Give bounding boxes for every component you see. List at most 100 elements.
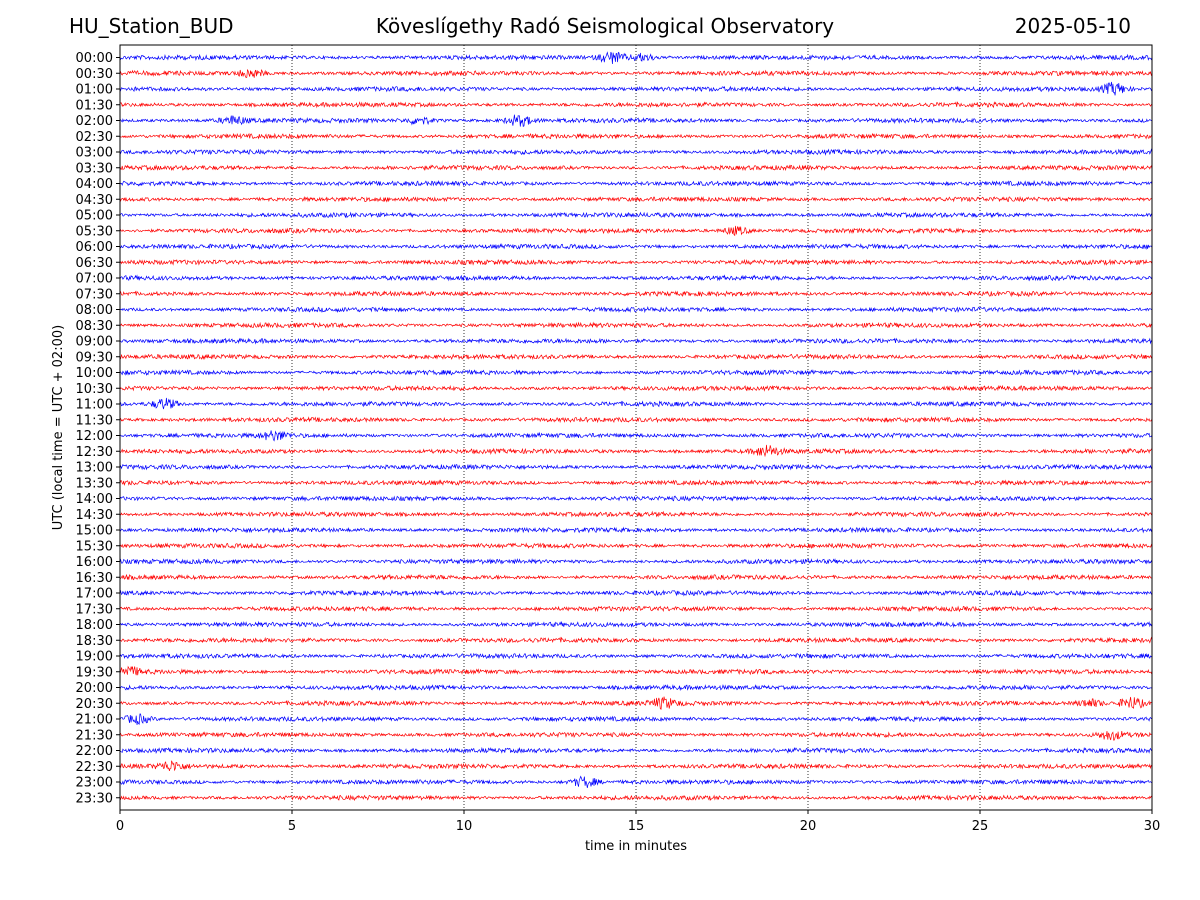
y-tick-label: 17:00: [76, 587, 113, 602]
trace-0400: [119, 179, 1153, 187]
x-tick-label: 30: [1144, 819, 1161, 834]
y-tick-label: 03:00: [76, 146, 113, 161]
trace-0800: [119, 305, 1153, 314]
y-tick-label: 11:00: [76, 398, 113, 413]
trace-2100: [119, 713, 1152, 725]
trace-1830: [119, 636, 1153, 644]
y-tick-label: 06:30: [76, 256, 113, 271]
trace-1200: [119, 430, 1153, 442]
trace-1930: [119, 665, 1153, 676]
y-tick-label: 16:00: [76, 555, 113, 570]
trace-0930: [119, 353, 1153, 361]
y-tick-label: 21:30: [76, 728, 113, 743]
trace-0000: [119, 51, 1153, 65]
y-tick-label: 04:00: [76, 177, 113, 192]
y-tick-label: 14:30: [76, 508, 113, 523]
y-tick-label: 00:30: [76, 67, 113, 82]
trace-0100: [119, 81, 1153, 96]
y-axis-label: UTC (local time = UTC + 02:00): [51, 325, 66, 530]
trace-0600: [119, 243, 1153, 250]
x-tick-label: 20: [800, 819, 817, 834]
x-ticks: 0 5 10 15 20 25 30: [116, 810, 1160, 834]
trace-0530: [119, 225, 1153, 237]
y-tick-label: 18:30: [76, 634, 113, 649]
trace-1330: [119, 479, 1152, 486]
y-tick-label: 17:30: [76, 602, 113, 617]
trace-1030: [119, 384, 1153, 392]
trace-0500: [119, 211, 1153, 219]
trace-1530: [119, 542, 1153, 550]
y-tick-label: 02:00: [76, 114, 113, 129]
y-tick-label: 09:30: [76, 350, 113, 365]
y-tick-label: 15:00: [76, 524, 113, 539]
y-tick-label: 13:00: [76, 461, 113, 476]
trace-0830: [119, 321, 1153, 329]
y-tick-label: 03:30: [76, 161, 113, 176]
trace-2300: [119, 775, 1153, 788]
trace-1630: [119, 573, 1153, 581]
trace-1730: [119, 605, 1153, 613]
trace-1600: [119, 558, 1153, 565]
trace-2230: [119, 760, 1153, 772]
y-tick-label: 23:30: [76, 791, 113, 806]
y-tick-label: 20:00: [76, 681, 113, 696]
y-tick-label: 12:00: [76, 429, 113, 444]
trace-0730: [119, 290, 1153, 298]
trace-0130: [119, 101, 1153, 109]
trace-0230: [119, 132, 1153, 140]
y-tick-label: 12:30: [76, 445, 113, 460]
trace-1700: [119, 589, 1153, 597]
x-tick-label: 15: [628, 819, 645, 834]
trace-2000: [119, 684, 1153, 692]
gridlines: [291, 45, 981, 810]
y-tick-label: 02:30: [76, 130, 113, 145]
y-tick-label: 10:30: [76, 382, 113, 397]
y-tick-label: 18:00: [76, 618, 113, 633]
trace-layer: [119, 51, 1153, 802]
y-tick-label: 07:30: [76, 287, 113, 302]
trace-1000: [119, 369, 1153, 377]
y-tick-label: 10:00: [76, 366, 113, 381]
trace-1430: [119, 510, 1153, 518]
trace-0700: [119, 274, 1153, 282]
y-tick-label: 20:30: [76, 697, 113, 712]
observatory-title: Köveslígethy Radó Seismological Observat…: [375, 14, 835, 38]
y-tick-label: 13:30: [76, 476, 113, 491]
y-ticks: 00:0000:3001:0001:3002:0002:3003:0003:30…: [76, 51, 120, 806]
y-tick-label: 21:00: [76, 713, 113, 728]
y-tick-label: 14:00: [76, 492, 113, 507]
y-tick-label: 07:00: [76, 272, 113, 287]
y-tick-label: 05:30: [76, 224, 113, 239]
y-tick-label: 08:30: [76, 319, 113, 334]
y-tick-label: 09:00: [76, 335, 113, 350]
trace-1800: [119, 620, 1153, 628]
trace-1500: [119, 526, 1153, 534]
trace-1100: [119, 397, 1153, 410]
x-axis-label: time in minutes: [585, 839, 687, 854]
y-tick-label: 08:00: [76, 303, 113, 318]
y-tick-label: 19:30: [76, 665, 113, 680]
y-tick-label: 04:30: [76, 193, 113, 208]
y-tick-label: 00:00: [76, 51, 113, 66]
trace-0330: [119, 164, 1153, 172]
y-tick-label: 16:30: [76, 571, 113, 586]
y-tick-label: 19:00: [76, 650, 113, 665]
y-tick-label: 01:30: [76, 98, 113, 113]
x-tick-label: 5: [288, 819, 296, 834]
trace-2330: [119, 794, 1153, 802]
station-name: HU_Station_BUD: [69, 14, 234, 38]
y-tick-label: 11:30: [76, 413, 113, 428]
trace-0430: [119, 196, 1153, 203]
trace-0200: [119, 114, 1153, 127]
trace-1300: [119, 463, 1153, 471]
trace-2030: [119, 696, 1153, 710]
record-date: 2025-05-10: [1014, 14, 1131, 38]
x-tick-label: 10: [456, 819, 473, 834]
trace-0900: [119, 337, 1153, 345]
y-tick-label: 23:00: [76, 776, 113, 791]
x-tick-label: 25: [972, 819, 989, 834]
y-tick-label: 05:00: [76, 209, 113, 224]
trace-2200: [119, 746, 1153, 755]
trace-0300: [119, 148, 1153, 156]
